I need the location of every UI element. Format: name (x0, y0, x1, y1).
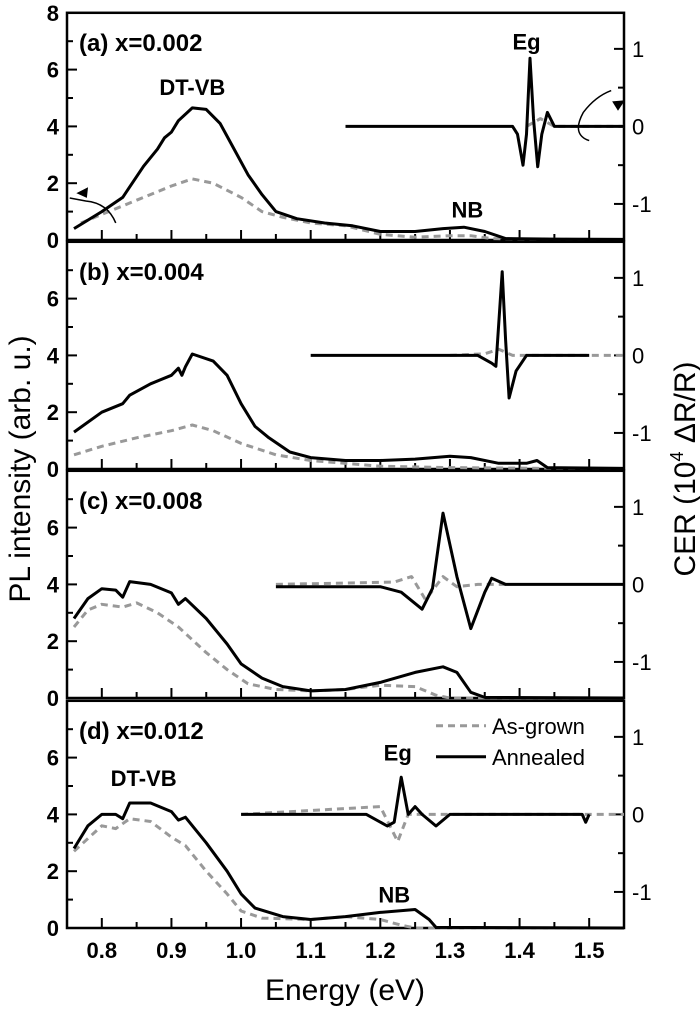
y-left-tick-label: 0 (47, 686, 59, 711)
annotation-nb: NB (378, 882, 410, 907)
panel-c (65, 469, 626, 700)
cer-as-grown-curve (525, 117, 624, 128)
y-left-tick-label: 4 (47, 114, 60, 139)
left-axis-arrow (69, 197, 117, 224)
panel-label: (c) x=0.008 (79, 488, 202, 515)
y-right-label-post: ΔR/R) (669, 361, 700, 451)
y-left-tick-label: 8 (47, 1, 59, 26)
y-left-tick-label: 6 (47, 516, 59, 541)
left-arrow-head (76, 187, 89, 198)
panel-label: (a) x=0.002 (79, 30, 202, 57)
right-arrow-head (612, 100, 625, 111)
y-right-tick-label: -1 (632, 650, 652, 675)
y-left-tick-label: 6 (47, 746, 59, 771)
pl-annealed-curve (73, 106, 625, 241)
y-left-tick-label: 2 (47, 859, 59, 884)
y-left-tick-label: 6 (47, 58, 59, 83)
y-left-tick-label: 2 (47, 171, 59, 196)
pl-as-grown-curve (72, 601, 624, 700)
y-left-tick-label: 0 (47, 228, 59, 253)
panel-a (65, 11, 626, 242)
pl-annealed-curve (73, 352, 625, 470)
pl-as-grown-curve (80, 177, 625, 242)
y-left-tick-label: 0 (47, 916, 59, 941)
y-right-tick-label: -1 (632, 421, 652, 446)
y-right-tick-label: 0 (632, 802, 644, 827)
y-right-label-pre: CER (10 (669, 462, 700, 577)
y-right-tick-label: 0 (632, 114, 644, 139)
y-axis-right-label: CER (104 ΔR/R) (667, 361, 700, 576)
y-right-tick-label: 1 (632, 725, 644, 750)
x-tick-label: 1.4 (504, 938, 535, 963)
cer-annealed-curve (310, 270, 590, 400)
y-right-tick-label: 1 (632, 266, 644, 291)
annotation-eg: Eg (384, 740, 412, 765)
y-right-tick-label: 0 (632, 343, 644, 368)
cer-annealed-curve (275, 511, 624, 631)
y-right-tick-label: -1 (632, 880, 652, 905)
x-tick-label: 0.9 (156, 938, 187, 963)
legend-label-as-grown: As-grown (492, 714, 585, 739)
right-axis-arrow (577, 89, 612, 142)
pl-annealed-curve (72, 801, 625, 930)
panel-label: (d) x=0.012 (79, 718, 204, 745)
y-axis-left-label: PL intensity (arb. u.) (4, 335, 37, 602)
legend-label-annealed: Annealed (492, 745, 585, 770)
y-right-label-sup: 4 (667, 451, 687, 461)
x-tick-label: 1.5 (574, 938, 605, 963)
annotation-nb: NB (451, 197, 483, 222)
y-left-tick-label: 0 (47, 457, 59, 482)
x-tick-label: 1.0 (226, 938, 257, 963)
x-tick-label: 1.2 (365, 938, 396, 963)
pl-annealed-curve (72, 580, 625, 700)
cer-as-grown-curve (275, 575, 506, 602)
panel-d (65, 699, 626, 930)
y-left-tick-label: 4 (47, 343, 60, 368)
cer-annealed-curve (345, 56, 624, 169)
y-left-tick-label: 6 (47, 287, 59, 312)
x-tick-label: 0.8 (87, 938, 118, 963)
x-tick-label: 1.1 (295, 938, 326, 963)
pl-as-grown-curve (73, 423, 625, 471)
annotation-dt-vb: DT-VB (159, 75, 225, 100)
y-right-tick-label: 0 (632, 572, 644, 597)
x-axis-label: Energy (eV) (265, 974, 425, 1007)
cer-annealed-curve (241, 775, 591, 828)
y-left-tick-label: 4 (47, 572, 60, 597)
y-left-tick-label: 2 (47, 400, 59, 425)
y-right-tick-label: 1 (632, 495, 644, 520)
x-tick-label: 1.3 (435, 938, 466, 963)
annotation-eg: Eg (512, 30, 540, 55)
y-left-tick-label: 4 (47, 802, 60, 827)
y-right-tick-label: -1 (632, 192, 652, 217)
panel-b (65, 240, 626, 471)
y-left-tick-label: 2 (47, 629, 59, 654)
panel-label: (b) x=0.004 (79, 259, 204, 286)
pl-as-grown-curve (72, 817, 624, 930)
annotation-dt-vb: DT-VB (111, 766, 177, 791)
y-right-tick-label: 1 (632, 37, 644, 62)
